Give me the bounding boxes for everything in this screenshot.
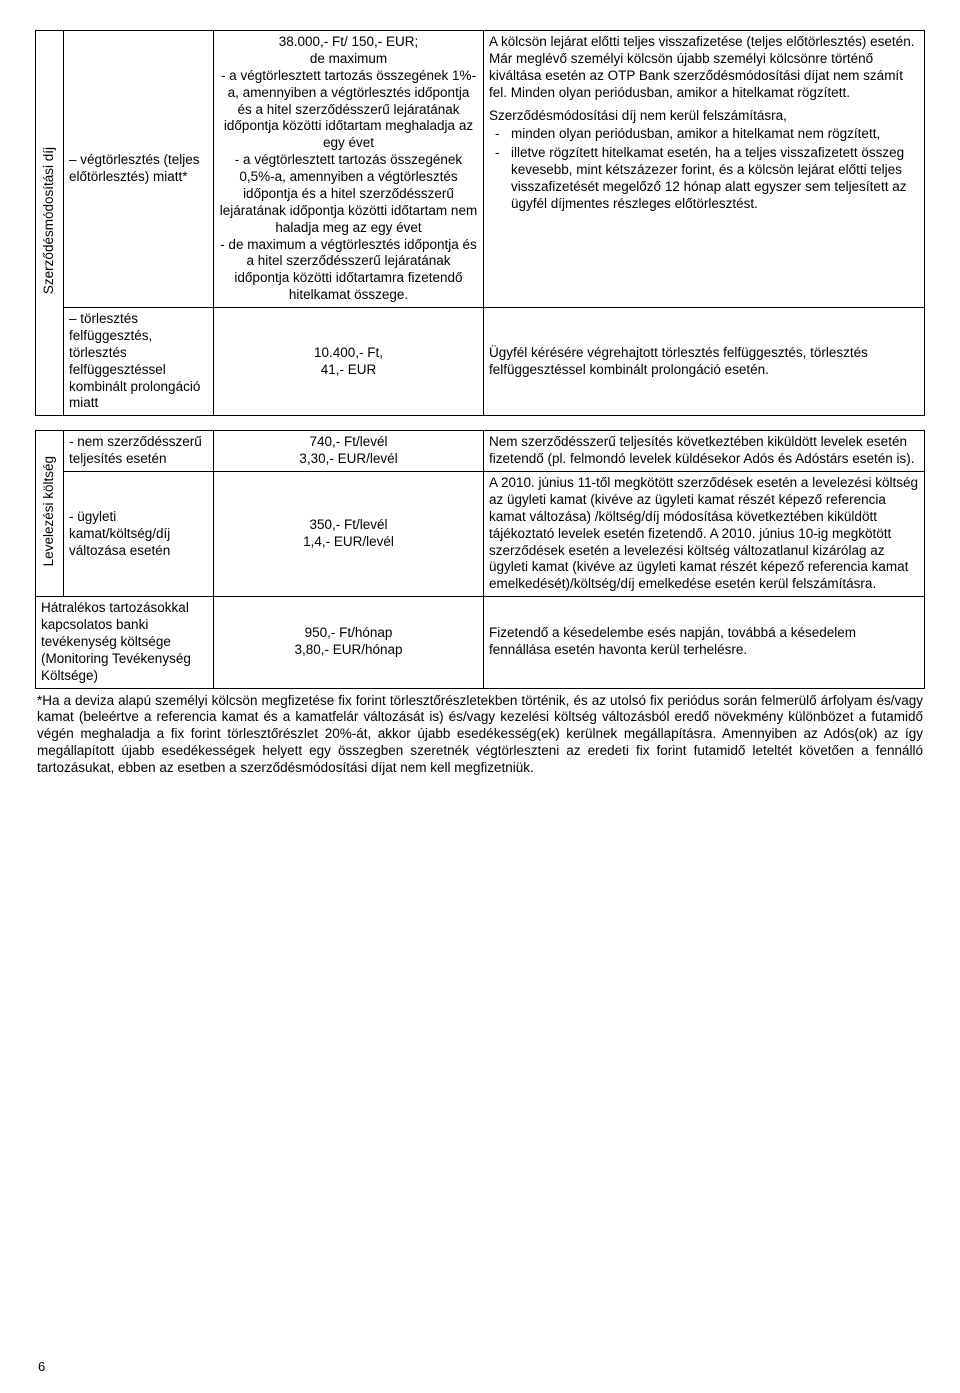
- condition-cell: – törlesztés felfüggesztés, törlesztés f…: [64, 308, 214, 416]
- condition-cell: Hátralékos tartozásokkal kapcsolatos ban…: [36, 597, 214, 688]
- description-cell: A 2010. június 11-től megkötött szerződé…: [484, 472, 925, 597]
- footnote-text: *Ha a deviza alapú személyi kölcsön megf…: [35, 689, 925, 777]
- price-cell: 10.400,- Ft, 41,- EUR: [214, 308, 484, 416]
- desc-lead: Szerződésmódosítási díj nem kerül felszá…: [489, 108, 919, 125]
- desc-bullet-list: minden olyan periódusban, amikor a hitel…: [489, 126, 919, 212]
- vertical-label-mailing-cost: Levelezési költség: [36, 431, 64, 597]
- condition-cell: - ügyleti kamat/költség/díj változása es…: [64, 472, 214, 597]
- fees-table-2: Levelezési költség - nem szerződésszerű …: [35, 430, 925, 688]
- desc-paragraph: A kölcsön lejárat előtti teljes visszafi…: [489, 34, 919, 102]
- desc-bullet: illetve rögzített hitelkamat esetén, ha …: [511, 145, 919, 213]
- desc-bullet: minden olyan periódusban, amikor a hitel…: [511, 126, 919, 143]
- vertical-label-contract-mod-fee: Szerződésmódosítási díj: [36, 31, 64, 416]
- condition-cell: - nem szerződésszerű teljesítés esetén: [64, 431, 214, 472]
- fees-table-1: Szerződésmódosítási díj – végtörlesztés …: [35, 30, 925, 416]
- description-cell: Nem szerződésszerű teljesítés következté…: [484, 431, 925, 472]
- price-cell: 350,- Ft/levél 1,4,- EUR/levél: [214, 472, 484, 597]
- price-cell: 740,- Ft/levél 3,30,- EUR/levél: [214, 431, 484, 472]
- price-cell: 38.000,- Ft/ 150,- EUR; de maximum - a v…: [214, 31, 484, 308]
- condition-cell: – végtörlesztés (teljes előtörlesztés) m…: [64, 31, 214, 308]
- page-number: 6: [38, 1359, 45, 1375]
- description-cell: Fizetendő a késedelembe esés napján, tov…: [484, 597, 925, 688]
- price-cell: 950,- Ft/hónap 3,80,- EUR/hónap: [214, 597, 484, 688]
- description-cell: Ügyfél kérésére végrehajtott törlesztés …: [484, 308, 925, 416]
- description-cell: A kölcsön lejárat előtti teljes visszafi…: [484, 31, 925, 308]
